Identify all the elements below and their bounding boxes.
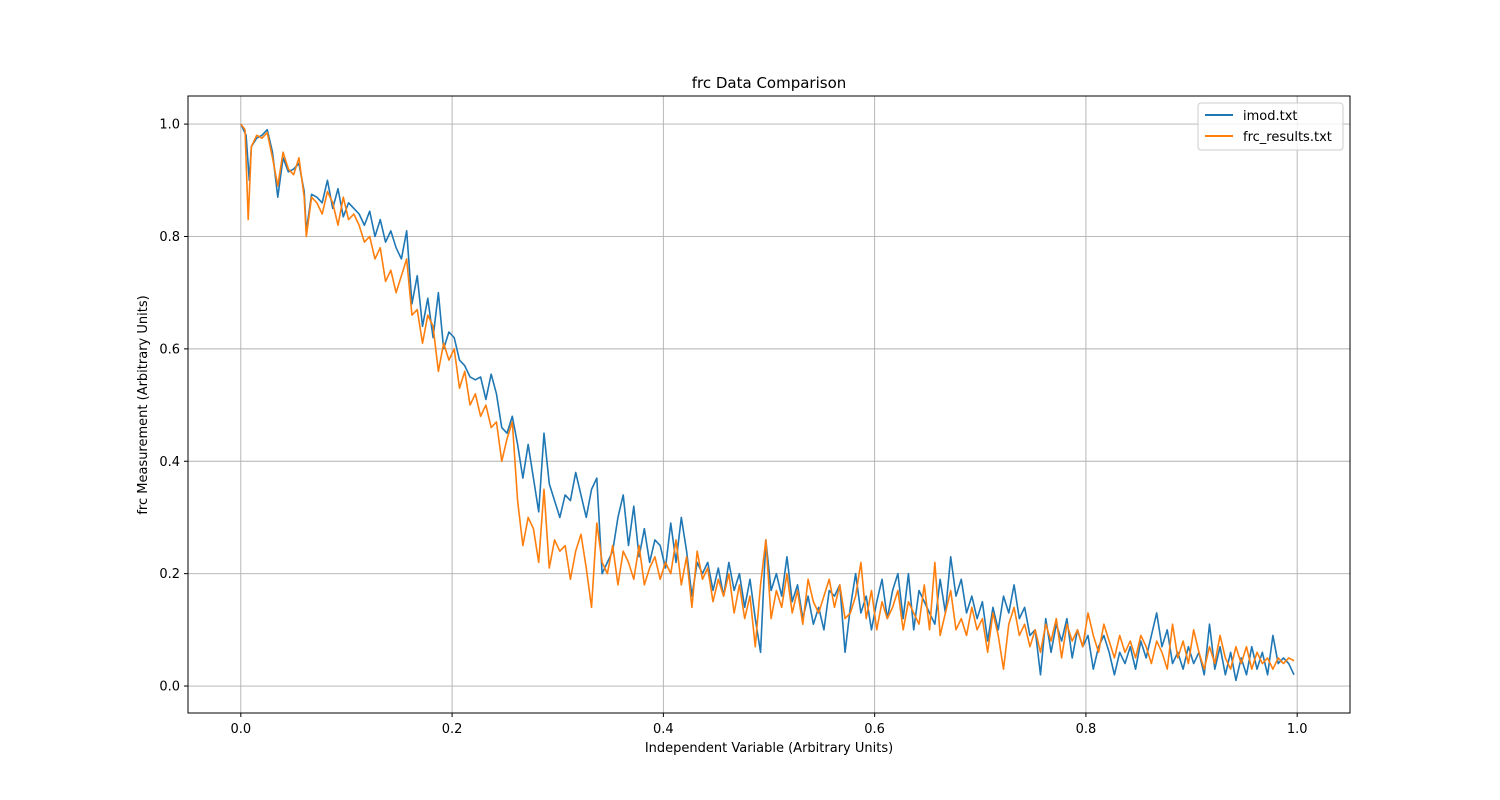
- chart-title: frc Data Comparison: [692, 74, 847, 92]
- y-tick-label: 0.4: [159, 455, 180, 470]
- y-tick-label: 0.2: [159, 567, 180, 582]
- y-tick-label: 1.0: [159, 118, 180, 133]
- x-tick-label: 0.2: [442, 722, 463, 737]
- x-tick-label: 0.0: [230, 722, 251, 737]
- x-axis-title: Independent Variable (Arbitrary Units): [645, 741, 893, 756]
- y-tick-label: 0.6: [159, 342, 180, 357]
- x-tick-label: 1.0: [1287, 722, 1308, 737]
- series-layer: [240, 123, 1295, 682]
- y-axis-title: frc Measurement (Arbitrary Units): [136, 295, 151, 514]
- series-line-imod: [240, 123, 1295, 682]
- x-tick-label: 0.8: [1076, 722, 1097, 737]
- series-line-frc-results: [240, 123, 1295, 670]
- y-tick-label: 0.0: [159, 680, 180, 695]
- plot-frame: [187, 95, 1351, 714]
- x-tick-label: 0.6: [864, 722, 885, 737]
- ticks: 0.0 0.2 0.4 0.6 0.8 1.0 0.0 0.2 0.4 0.6 0.8 1.0: [159, 118, 1307, 737]
- legend-label-imod: imod.txt: [1243, 109, 1298, 124]
- legend: imod.txt frc_results.txt: [1197, 102, 1344, 151]
- x-tick-label: 0.4: [653, 722, 674, 737]
- legend-label-frc-results: frc_results.txt: [1243, 130, 1332, 145]
- y-tick-label: 0.8: [159, 230, 180, 245]
- legend-box: [1197, 102, 1344, 151]
- grid: [188, 96, 1350, 713]
